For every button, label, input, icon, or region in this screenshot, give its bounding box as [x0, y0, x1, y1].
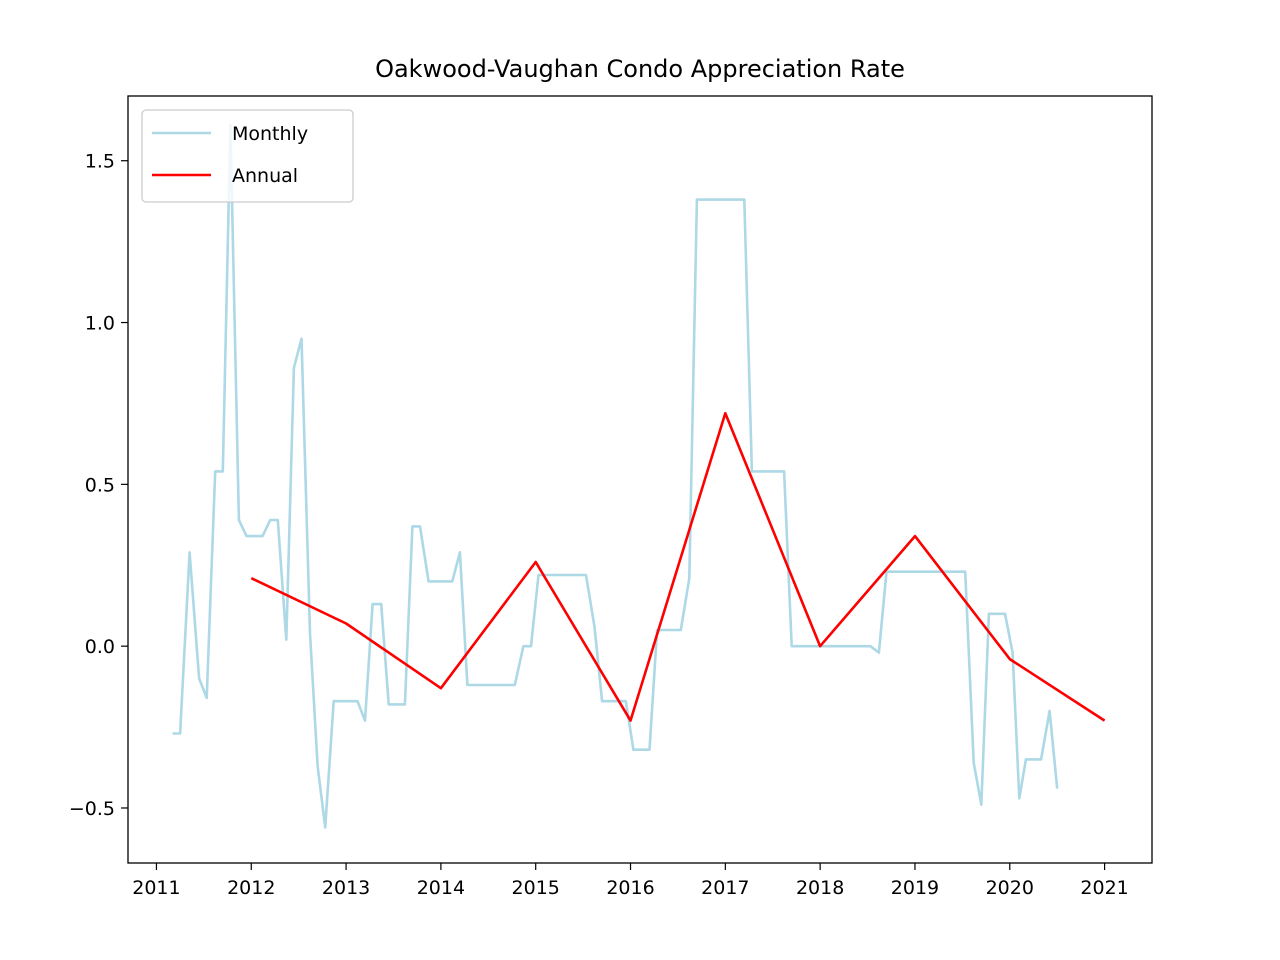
chart-title: Oakwood-Vaughan Condo Appreciation Rate: [375, 55, 905, 83]
y-tick-label: 1.0: [85, 313, 115, 335]
y-tick-label: −0.5: [69, 798, 115, 820]
x-tick-label: 2015: [512, 877, 560, 899]
plot-area: [172, 123, 1106, 829]
plot-frame: [127, 95, 1153, 864]
x-tick-label: 2021: [1080, 877, 1128, 899]
x-tick-label: 2018: [796, 877, 844, 899]
y-tick-label: 0.5: [85, 474, 115, 496]
y-tick-label: 1.5: [85, 151, 115, 173]
x-tick-label: 2017: [701, 877, 749, 899]
x-axis: 2011 2012 2013 2014 2015 2016 2017 2018 2019 2020…: [132, 863, 1129, 899]
y-axis: −0.5 0.0 0.5 1.0 1.5: [69, 151, 128, 820]
legend-label-monthly: Monthly: [232, 123, 308, 145]
y-tick-label: 0.0: [85, 636, 115, 658]
x-tick-label: 2014: [417, 877, 465, 899]
x-tick-label: 2012: [227, 877, 275, 899]
x-tick-label: 2019: [891, 877, 939, 899]
x-tick-label: 2016: [606, 877, 654, 899]
series-line-annual: [250, 411, 1106, 722]
x-tick-label: 2011: [132, 877, 180, 899]
x-tick-label: 2013: [322, 877, 370, 899]
x-tick-label: 2020: [986, 877, 1034, 899]
legend: Monthly Annual: [141, 109, 354, 203]
legend-label-annual: Annual: [232, 165, 298, 187]
